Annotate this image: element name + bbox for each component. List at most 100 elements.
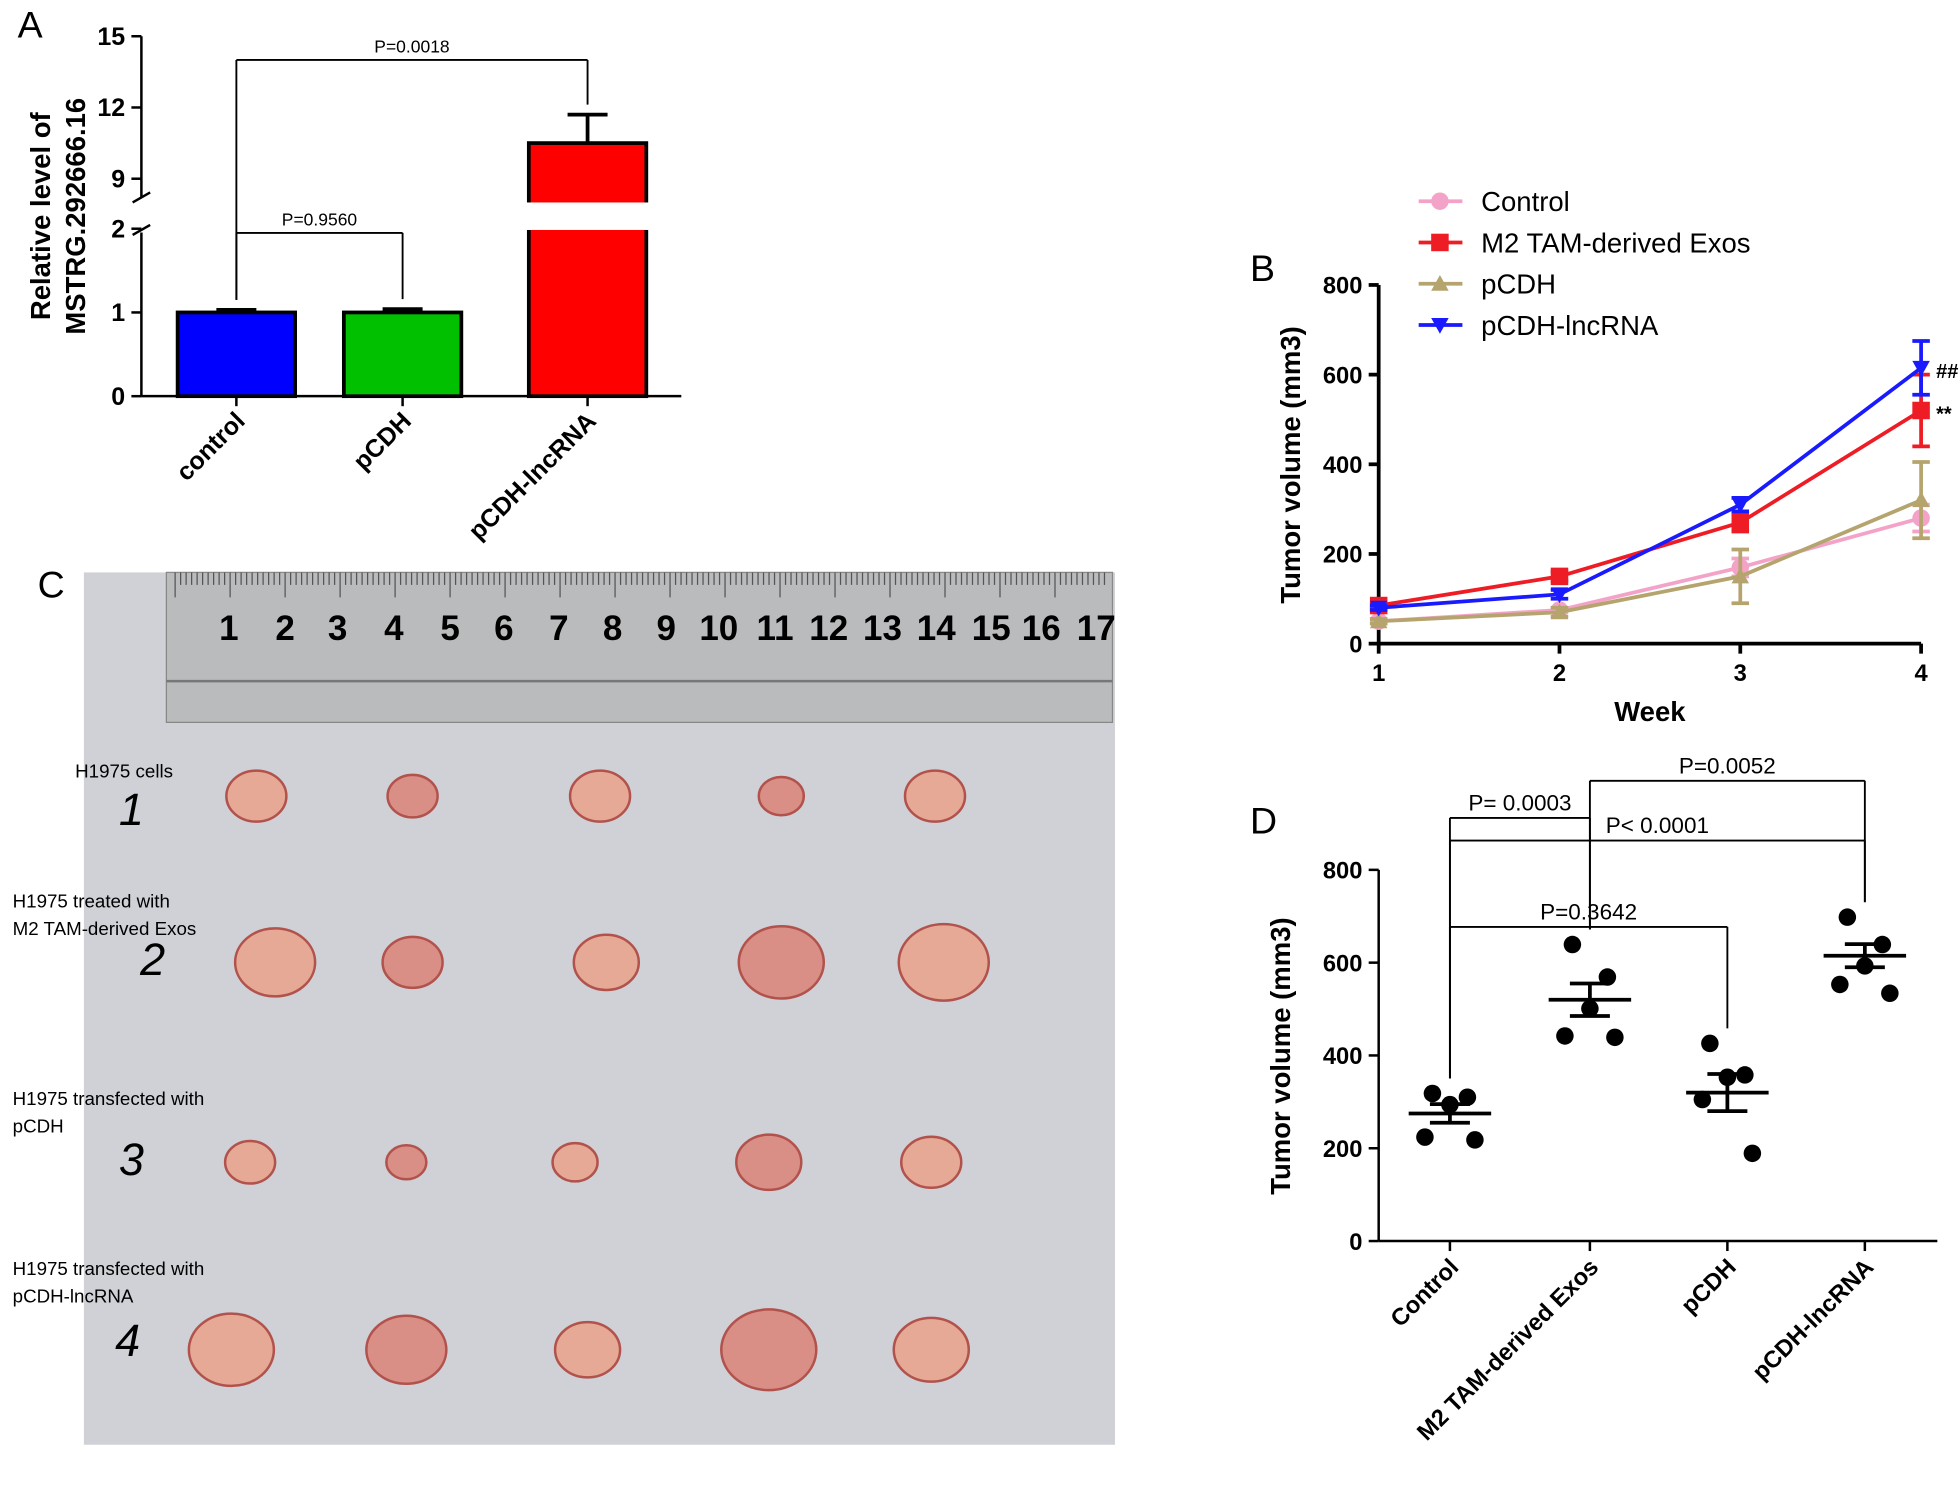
tumor <box>553 1320 622 1379</box>
data-point <box>1458 1088 1477 1106</box>
y-tick-label: 1 <box>111 299 125 327</box>
ruler-number: 3 <box>328 609 347 648</box>
y-tick-label: 200 <box>1323 1137 1363 1163</box>
data-point <box>1369 600 1388 617</box>
data-point <box>1912 360 1930 377</box>
bar-break <box>522 202 653 230</box>
photo <box>83 571 1115 1445</box>
y-axis-label: MSTRG.292666.16 <box>60 98 91 335</box>
y-tick-label: 600 <box>1323 951 1363 977</box>
annotation: ## <box>1936 361 1958 383</box>
data-point <box>1831 975 1849 994</box>
y-tick-label: 800 <box>1323 859 1363 885</box>
data-point <box>1563 935 1582 954</box>
row-label: pCDH <box>13 1115 64 1136</box>
data-point <box>1693 1090 1712 1109</box>
data-point <box>1423 1084 1442 1103</box>
ruler-number: 10 <box>699 609 738 648</box>
ruler-number: 5 <box>440 609 459 648</box>
y-axis-label: Relative level of <box>25 111 56 320</box>
row-label: H1975 treated with <box>13 890 170 911</box>
y-tick-label: 0 <box>1349 632 1362 658</box>
ruler-number: 1 <box>219 609 238 648</box>
panel-letter: A <box>18 3 43 45</box>
data-point <box>1912 401 1930 420</box>
legend-label: Control <box>1481 186 1570 217</box>
row-number: 2 <box>139 934 165 985</box>
tumor <box>757 775 806 817</box>
row-label: M2 TAM-derived Exos <box>13 918 197 939</box>
tumor <box>897 922 990 1002</box>
comparison-label: P< 0.0001 <box>1606 813 1709 838</box>
data-point <box>1466 1131 1484 1149</box>
tumor <box>381 935 444 990</box>
y-tick-label: 15 <box>97 23 125 51</box>
tumor <box>223 1139 277 1185</box>
data-point <box>1598 968 1617 986</box>
comparison-label: P= 0.0003 <box>1468 790 1571 815</box>
tumor <box>903 769 967 823</box>
data-point <box>1701 1034 1719 1053</box>
x-tick-label: 4 <box>1914 661 1928 687</box>
data-point <box>1550 603 1569 620</box>
tumor <box>720 1308 818 1392</box>
legend-label: pCDH <box>1481 269 1556 300</box>
data-point <box>1743 1144 1762 1163</box>
y-tick-label: 0 <box>111 383 125 411</box>
row-label: H1975 transfected with <box>13 1088 205 1109</box>
ruler-number: 7 <box>549 609 568 648</box>
tumor <box>892 1316 971 1383</box>
data-point <box>1550 587 1569 604</box>
ruler-number: 8 <box>603 609 622 648</box>
y-tick-label: 600 <box>1323 363 1363 389</box>
ruler-number: 9 <box>657 609 676 648</box>
tumor <box>225 769 288 823</box>
ruler-number: 12 <box>809 609 848 648</box>
y-tick-label: 0 <box>1349 1230 1362 1256</box>
y-tick-label: 400 <box>1323 453 1363 479</box>
row-label: pCDH-lncRNA <box>13 1285 134 1306</box>
ruler-number: 6 <box>494 609 513 648</box>
ruler-number: 14 <box>917 609 956 648</box>
tumor <box>365 1314 448 1386</box>
series-line <box>1378 498 1922 624</box>
y-axis-label: Tumor volume (mm3) <box>1265 917 1296 1194</box>
annotation: ** <box>1936 403 1952 425</box>
panel-letter: C <box>38 563 65 605</box>
comparison-label: P=0.9560 <box>282 209 358 229</box>
data-point <box>1416 1128 1434 1146</box>
x-axis-label: Week <box>1614 696 1686 727</box>
y-tick-label: 9 <box>111 165 125 193</box>
legend-marker <box>1431 274 1449 291</box>
ruler-number: 2 <box>275 609 294 648</box>
y-tick-label: 400 <box>1323 1044 1363 1070</box>
y-tick-label: 12 <box>97 94 125 122</box>
panel-letter: D <box>1250 800 1277 842</box>
comparison-label: P=0.3642 <box>1540 899 1637 924</box>
y-tick-label: 200 <box>1323 543 1363 569</box>
tumor <box>900 1135 963 1190</box>
x-tick-label: 2 <box>1553 661 1566 687</box>
data-point <box>1731 513 1750 532</box>
bar <box>175 310 297 399</box>
axis-break <box>132 191 151 204</box>
row-label: H1975 transfected with <box>13 1258 205 1279</box>
ruler-number: 15 <box>972 609 1011 648</box>
x-tick-label: 1 <box>1372 661 1385 687</box>
legend-marker <box>1431 317 1449 334</box>
y-tick-label: 800 <box>1323 274 1363 300</box>
tumor <box>737 924 826 1000</box>
legend-marker <box>1431 233 1449 252</box>
data-point <box>1556 1027 1574 1045</box>
legend-label: M2 TAM-derived Exos <box>1481 227 1750 258</box>
series-line <box>1378 366 1923 610</box>
ruler-number: 13 <box>863 609 902 648</box>
comparison-label: P=0.0052 <box>1679 753 1776 778</box>
x-tick-label: 3 <box>1734 661 1747 687</box>
legend-marker <box>1431 192 1449 210</box>
data-point <box>1550 567 1569 586</box>
legend-label: pCDH-lncRNA <box>1481 310 1659 341</box>
tumor <box>187 1312 276 1388</box>
ruler-number: 11 <box>757 609 794 648</box>
ruler-number: 16 <box>1022 609 1061 648</box>
